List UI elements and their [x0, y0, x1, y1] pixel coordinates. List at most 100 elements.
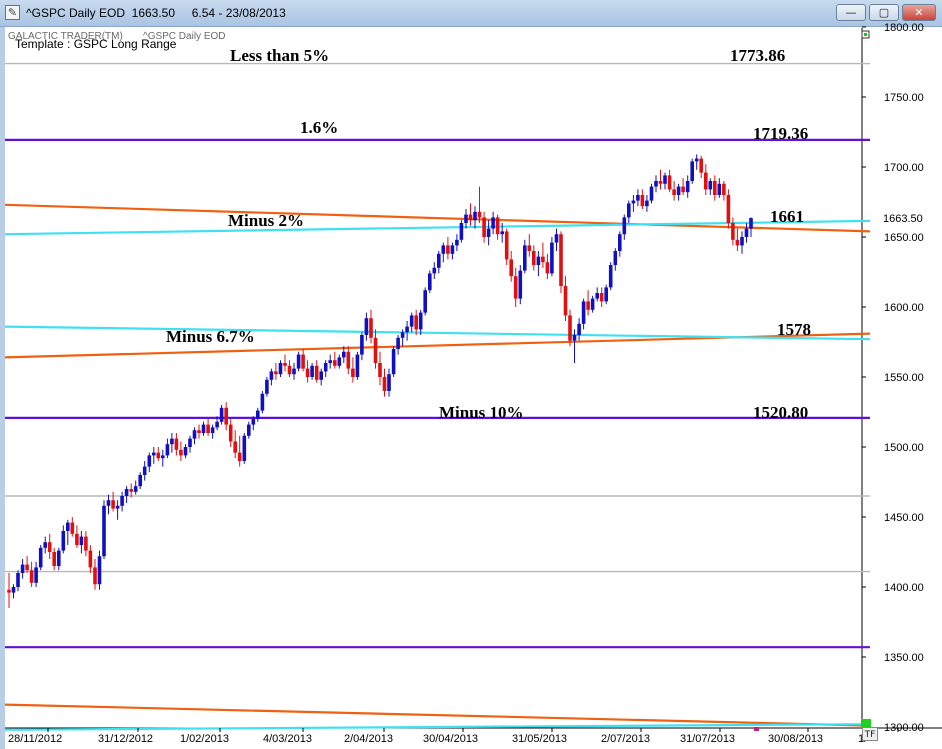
candle-body [378, 363, 382, 377]
maximize-button[interactable]: ▢ [869, 4, 899, 21]
candle-body [523, 245, 527, 271]
x-tick-label: 28/11/2012 [8, 733, 62, 745]
candle [106, 494, 111, 515]
candle [414, 309, 418, 335]
candle [464, 209, 468, 229]
candle-body [165, 444, 170, 456]
candle-body [631, 200, 636, 204]
candle-body [541, 256, 545, 263]
candle-body [418, 312, 423, 330]
candle [708, 178, 713, 195]
candle [355, 351, 360, 380]
candle-body [360, 335, 364, 355]
candle [251, 416, 256, 431]
candle-body [20, 564, 25, 573]
candle-body [391, 349, 396, 375]
candle-body [713, 181, 717, 195]
candle-body [52, 552, 56, 566]
candle [242, 433, 247, 464]
candle-body [690, 161, 694, 181]
candle-body [423, 290, 427, 313]
candle [260, 391, 265, 414]
candle [654, 175, 658, 193]
candle-body [640, 195, 645, 207]
candle [34, 561, 38, 587]
candle [142, 461, 147, 481]
candle-body [11, 587, 16, 593]
candle-body [595, 293, 599, 299]
candle [75, 525, 79, 548]
candle [432, 262, 437, 279]
candle [310, 363, 314, 380]
candle-body [590, 298, 595, 310]
candle-body [477, 211, 482, 218]
x-tick-label: 30/04/2013 [423, 733, 478, 745]
y-tick-label: 1700.00 [884, 162, 924, 174]
candle [450, 242, 455, 260]
minimize-button[interactable]: — [836, 4, 866, 21]
candle-body [500, 231, 504, 235]
candle-body [387, 374, 391, 391]
candle [206, 419, 210, 436]
candle [604, 284, 608, 305]
level-name-label: 1.6% [300, 118, 338, 137]
candle [247, 421, 251, 439]
candle-body [333, 360, 337, 366]
timeframe-button[interactable]: TF [862, 727, 878, 741]
candle [663, 172, 667, 190]
candle-body [7, 589, 11, 593]
candle [337, 354, 342, 369]
x-tick-label: 1/02/2013 [180, 733, 229, 745]
candle-body [482, 217, 486, 237]
candle-body [201, 424, 206, 433]
scale-handle-bottom[interactable] [861, 719, 871, 728]
candle-body [400, 332, 405, 338]
candle-body [328, 360, 332, 363]
candle-body [219, 407, 224, 422]
candle [364, 312, 369, 341]
candle [129, 483, 133, 498]
candle [156, 447, 161, 461]
x-tick-label: 31/12/2012 [98, 733, 153, 745]
candle [744, 223, 749, 243]
candle [509, 251, 513, 282]
candle-body [618, 234, 622, 251]
candle-body [708, 181, 713, 190]
candle [446, 237, 450, 260]
candle [138, 472, 142, 489]
candle [545, 253, 550, 279]
candle [369, 309, 373, 344]
candle [636, 189, 640, 207]
level-name-label: Minus 2% [228, 211, 304, 230]
y-tick-label: 1500.00 [884, 442, 924, 454]
candle [658, 169, 663, 190]
candle [233, 430, 237, 459]
candle [283, 354, 287, 372]
candle-body [486, 228, 491, 237]
candle-body [233, 441, 237, 453]
y-tick-label: 1600.00 [884, 302, 924, 314]
candle-body [586, 301, 590, 310]
candle [396, 335, 400, 355]
candle-body [604, 287, 608, 302]
candle [722, 181, 726, 201]
candle [161, 449, 165, 467]
candle-body [509, 259, 513, 277]
candle-body [129, 489, 133, 492]
candle-body [174, 438, 179, 450]
candle [115, 500, 120, 520]
candle [740, 231, 744, 254]
app-icon[interactable]: ✎ [5, 5, 20, 20]
close-button[interactable]: ✕ [902, 4, 936, 21]
candle-body [34, 567, 38, 583]
candle [278, 360, 283, 377]
level-line-cyan [4, 325, 871, 341]
candle-body [29, 570, 34, 583]
candle [29, 561, 34, 587]
candle-body [636, 195, 640, 201]
candle-body [152, 452, 156, 456]
candle-body [292, 368, 296, 375]
candle-body [559, 234, 563, 286]
candle-body [111, 500, 115, 509]
